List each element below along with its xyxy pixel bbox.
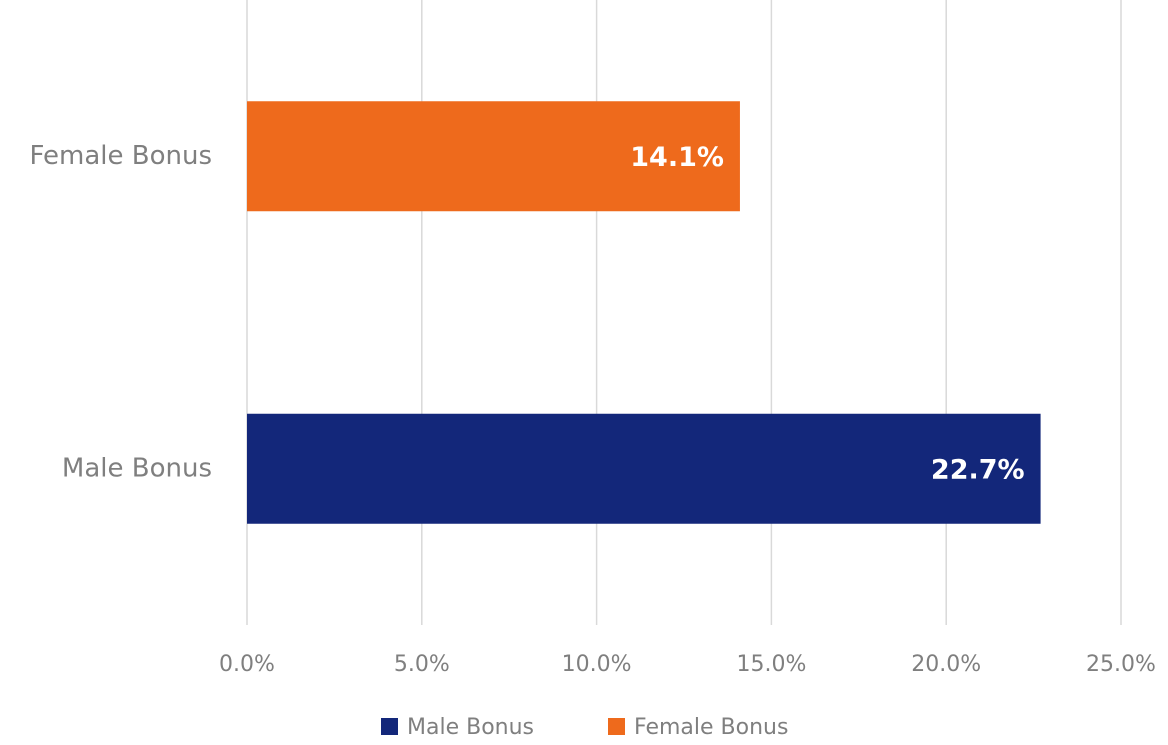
legend-label: Female Bonus [634,715,788,740]
x-tick-label: 0.0% [219,652,275,677]
legend-swatch [381,718,398,735]
x-tick-label: 10.0% [562,652,632,677]
y-tick-label: Female Bonus [29,141,212,171]
x-tick-label: 20.0% [911,652,981,677]
data-label: 14.1% [630,142,724,173]
x-tick-label: 15.0% [736,652,806,677]
data-label: 22.7% [931,454,1025,485]
bar [247,101,740,212]
y-tick-label: Male Bonus [62,453,212,483]
x-tick-label: 25.0% [1086,652,1156,677]
bar [247,413,1041,524]
x-tick-label: 5.0% [394,652,450,677]
legend-label: Male Bonus [407,715,534,740]
legend-swatch [608,718,625,735]
